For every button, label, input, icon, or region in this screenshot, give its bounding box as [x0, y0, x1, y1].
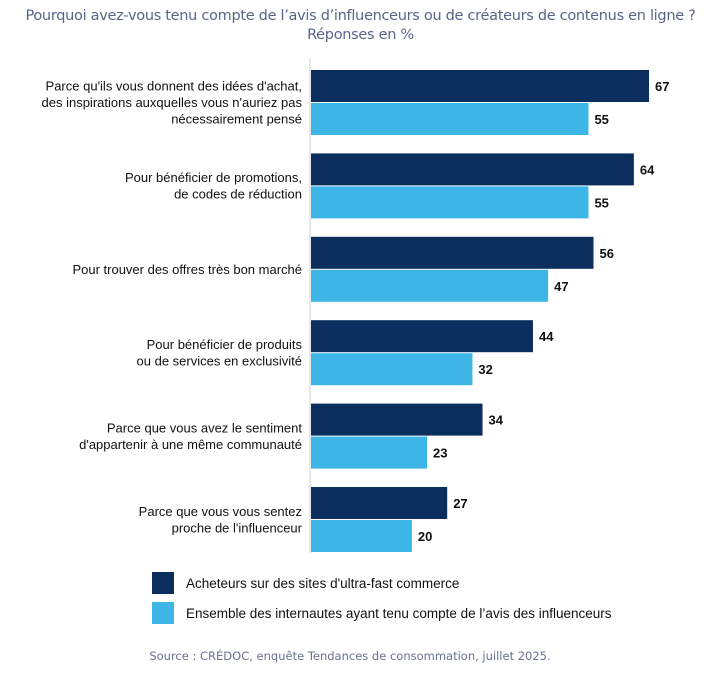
data-label: 44 [539, 329, 554, 344]
data-label: 23 [433, 446, 447, 461]
data-label: 47 [554, 279, 568, 294]
data-label: 67 [655, 79, 669, 94]
bar [311, 320, 533, 353]
source-note: Source : CRÉDOC, enquête Tendances de co… [149, 649, 551, 663]
category-label: de codes de réduction [174, 187, 302, 202]
legend-item-all-users: Ensemble des internautes ayant tenu comp… [152, 602, 612, 624]
category-label: nécessairement pensé [171, 112, 302, 127]
data-label: 32 [478, 362, 492, 377]
data-label: 55 [594, 195, 608, 210]
bar [311, 436, 428, 469]
bar [311, 403, 483, 436]
category-label: Pour bénéficier de produits [147, 337, 303, 352]
category-label: ou de services en exclusivité [137, 353, 302, 368]
category-label: Parce que vous vous sentez [139, 504, 302, 519]
data-label: 34 [489, 413, 504, 428]
legend-item-ultra-fast: Acheteurs sur des sites d'ultra-fast com… [152, 572, 459, 594]
category-label: Pour trouver des offres très bon marché [72, 262, 302, 277]
bar [311, 153, 634, 186]
category-label: Pour bénéficier de promotions, [125, 170, 302, 185]
bar [311, 353, 473, 386]
bar [311, 103, 589, 135]
chart-title: Pourquoi avez-vous tenu compte de l’avis… [25, 8, 696, 24]
bar [311, 487, 448, 519]
bar [311, 520, 412, 552]
data-label: 20 [418, 529, 432, 544]
category-label: des inspirations auxquelles vous n'aurie… [42, 95, 303, 110]
legend-label: Acheteurs sur des sites d'ultra-fast com… [186, 575, 460, 591]
bar [311, 236, 594, 269]
category-label: Parce qu'ils vous donnent des idées d'ac… [46, 79, 302, 94]
data-label: 64 [640, 162, 655, 177]
legend-swatch-light [152, 602, 174, 624]
data-label: 56 [600, 246, 614, 261]
category-label: proche de l'influenceur [172, 520, 303, 535]
data-label: 27 [453, 496, 467, 511]
data-label: 55 [594, 112, 608, 127]
bar [311, 70, 649, 102]
chart-subtitle: Réponses en % [307, 27, 414, 43]
bar [311, 186, 589, 219]
category-label: d'appartenir à une même communauté [79, 437, 302, 452]
bar [311, 269, 549, 302]
category-label: Parce que vous avez le sentiment [107, 420, 302, 435]
legend-swatch-dark [152, 572, 174, 594]
legend-label: Ensemble des internautes ayant tenu comp… [186, 605, 612, 621]
